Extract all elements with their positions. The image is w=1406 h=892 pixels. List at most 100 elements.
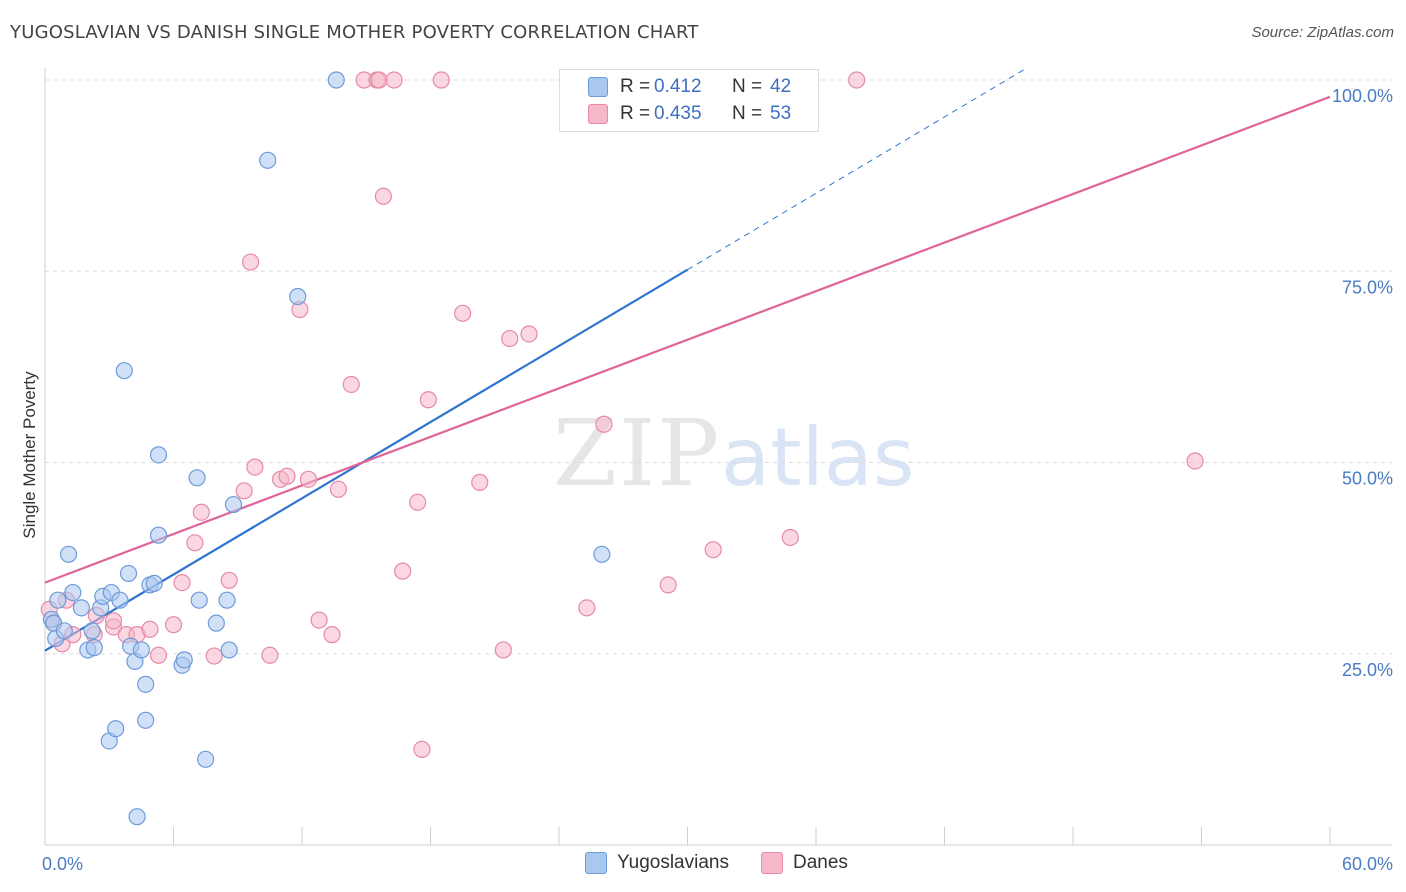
data-point-yugoslavians bbox=[55, 622, 73, 640]
watermark-zip: ZIP bbox=[553, 400, 722, 507]
chart-source: Source: ZipAtlas.com bbox=[1251, 24, 1394, 41]
data-point-yugoslavians bbox=[137, 711, 155, 729]
data-point-danes bbox=[370, 71, 388, 89]
y-tick-label: 100.0% bbox=[1332, 86, 1393, 106]
data-point-yugoslavians bbox=[197, 750, 215, 768]
series-legend: Yugoslavians Danes bbox=[585, 852, 880, 874]
data-point-yugoslavians bbox=[149, 446, 168, 464]
data-point-yugoslavians bbox=[175, 651, 193, 669]
data-point-yugoslavians bbox=[119, 564, 138, 583]
legend-label-yugoslavians: Yugoslavians bbox=[617, 852, 729, 873]
data-point-danes bbox=[220, 571, 238, 589]
stats-legend: R = 0.412 N = 42 R = 0.435 N = 53 bbox=[559, 69, 819, 132]
data-point-danes bbox=[242, 253, 260, 271]
data-point-yugoslavians bbox=[289, 287, 307, 306]
legend-row-yugoslavians: R = 0.412 N = 42 bbox=[588, 75, 791, 99]
trend-line-danes bbox=[44, 95, 1331, 584]
legend-row-danes: R = 0.435 N = 53 bbox=[588, 102, 791, 126]
data-point-danes bbox=[246, 458, 264, 476]
data-point-danes bbox=[595, 415, 613, 433]
data-point-danes bbox=[186, 534, 204, 552]
legend-swatch-yugoslavians bbox=[585, 852, 607, 874]
x-tick-label: 60.0% bbox=[1342, 854, 1393, 874]
data-point-yugoslavians bbox=[207, 614, 225, 632]
legend-item-danes[interactable]: Danes bbox=[760, 852, 848, 874]
data-point-danes bbox=[299, 470, 318, 488]
legend-r-value: 0.412 bbox=[654, 76, 702, 97]
y-axis-label: Single Mother Poverty bbox=[20, 371, 39, 539]
legend-r-label: R = bbox=[620, 76, 651, 97]
data-point-danes bbox=[104, 612, 123, 630]
legend-n-label: N = bbox=[732, 76, 763, 97]
grid-lines bbox=[45, 79, 1392, 655]
legend-r-value: 0.435 bbox=[654, 103, 702, 124]
data-point-danes bbox=[261, 646, 279, 664]
data-point-danes bbox=[704, 541, 722, 559]
data-point-yugoslavians bbox=[128, 808, 146, 826]
data-point-danes bbox=[1186, 452, 1204, 470]
y-tick-label: 75.0% bbox=[1342, 277, 1393, 297]
data-point-danes bbox=[419, 391, 437, 409]
data-point-danes bbox=[329, 480, 348, 498]
data-point-yugoslavians bbox=[72, 599, 91, 617]
legend-swatch-blue bbox=[588, 77, 608, 97]
data-point-danes bbox=[278, 467, 296, 485]
data-point-danes bbox=[432, 71, 450, 89]
legend-n-label: N = bbox=[732, 103, 763, 124]
data-point-yugoslavians bbox=[85, 639, 103, 657]
data-point-danes bbox=[494, 641, 512, 659]
data-point-yugoslavians bbox=[137, 675, 155, 693]
data-point-danes bbox=[413, 740, 431, 758]
data-point-danes bbox=[310, 611, 328, 629]
data-point-yugoslavians bbox=[59, 545, 78, 563]
data-point-danes bbox=[164, 616, 183, 634]
data-point-danes bbox=[342, 375, 360, 394]
axes bbox=[44, 68, 1392, 846]
data-point-danes bbox=[578, 599, 596, 617]
data-point-danes bbox=[394, 562, 412, 580]
data-point-yugoslavians bbox=[218, 591, 236, 609]
data-point-danes bbox=[374, 187, 392, 205]
data-point-yugoslavians bbox=[327, 71, 345, 89]
data-point-danes bbox=[192, 503, 210, 521]
data-point-yugoslavians bbox=[64, 583, 82, 602]
data-point-yugoslavians bbox=[593, 545, 611, 563]
data-point-danes bbox=[501, 329, 519, 348]
data-point-danes bbox=[781, 528, 799, 547]
data-point-yugoslavians bbox=[190, 591, 208, 609]
data-point-danes bbox=[848, 71, 866, 89]
data-point-yugoslavians bbox=[83, 622, 101, 640]
x-tick-label: 0.0% bbox=[42, 854, 83, 874]
data-point-danes bbox=[454, 304, 472, 322]
data-point-yugoslavians bbox=[49, 591, 67, 609]
legend-swatch-danes bbox=[760, 852, 783, 874]
chart-title: YUGOSLAVIAN VS DANISH SINGLE MOTHER POVE… bbox=[10, 22, 699, 43]
data-point-yugoslavians bbox=[115, 362, 133, 380]
data-point-yugoslavians bbox=[132, 641, 150, 659]
y-tick-label: 25.0% bbox=[1342, 660, 1393, 680]
data-point-danes bbox=[659, 576, 677, 594]
legend-n-value: 42 bbox=[770, 76, 792, 97]
data-point-danes bbox=[235, 482, 253, 500]
legend-r-label: R = bbox=[620, 103, 651, 124]
data-point-danes bbox=[520, 325, 538, 343]
legend-n-value: 53 bbox=[770, 103, 792, 124]
watermark-atlas: atlas bbox=[721, 411, 915, 504]
legend-label-danes: Danes bbox=[792, 852, 848, 873]
data-point-danes bbox=[173, 574, 191, 592]
data-point-danes bbox=[323, 626, 341, 644]
data-point-yugoslavians bbox=[111, 591, 129, 609]
data-point-danes bbox=[149, 646, 168, 664]
data-point-yugoslavians bbox=[149, 526, 168, 544]
legend-swatch-pink bbox=[588, 104, 608, 124]
data-points bbox=[40, 71, 1204, 826]
data-point-danes bbox=[385, 71, 403, 89]
y-tick-label: 50.0% bbox=[1342, 469, 1393, 489]
data-point-danes bbox=[471, 473, 489, 491]
data-point-yugoslavians bbox=[188, 469, 206, 487]
legend-item-yugoslavians[interactable]: Yugoslavians bbox=[585, 852, 729, 874]
watermark: ZIPatlas bbox=[553, 400, 915, 507]
data-point-danes bbox=[205, 647, 223, 665]
data-point-yugoslavians bbox=[220, 641, 238, 659]
